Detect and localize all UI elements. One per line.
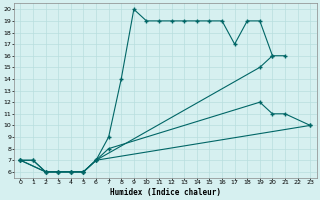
X-axis label: Humidex (Indice chaleur): Humidex (Indice chaleur)	[110, 188, 221, 197]
